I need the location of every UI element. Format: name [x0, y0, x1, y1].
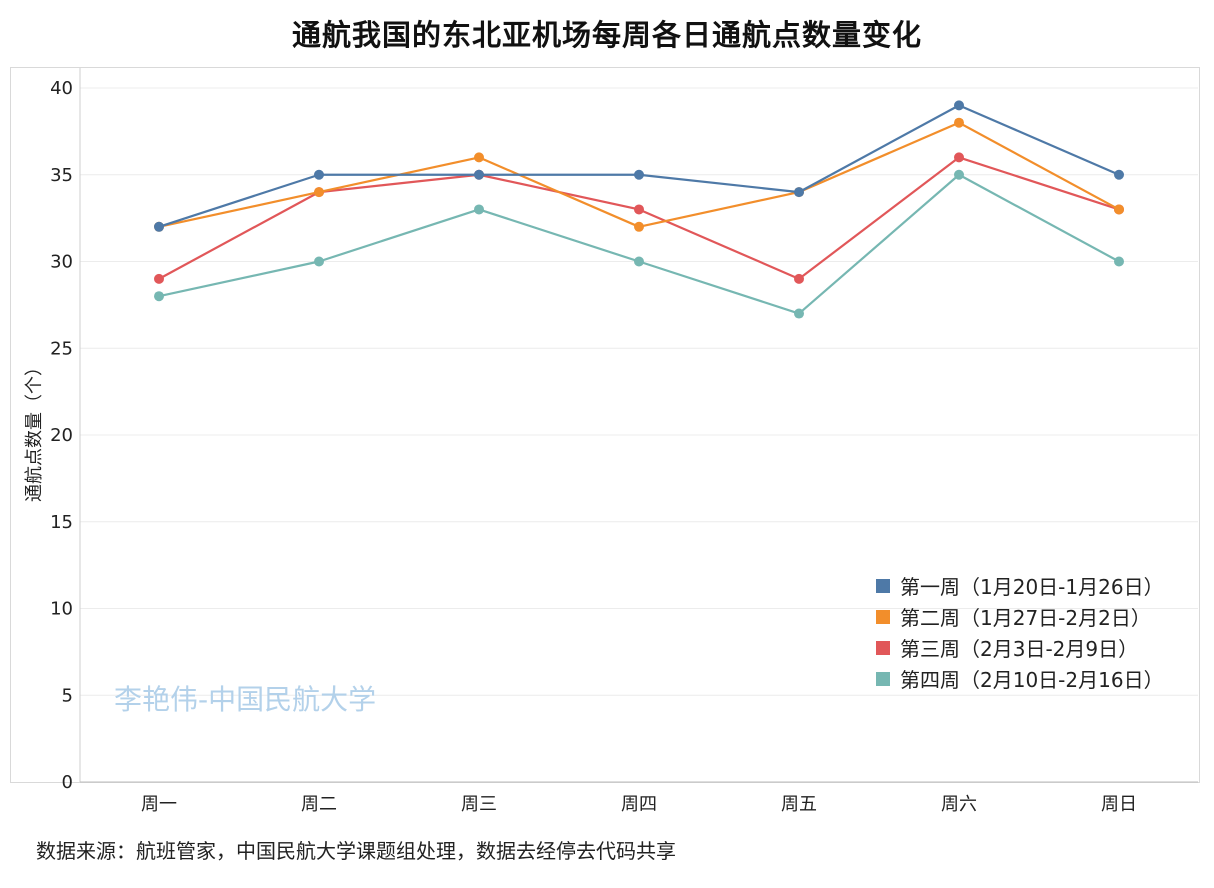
x-tick-label: 周六 [941, 794, 977, 815]
data-point-week2 [634, 221, 644, 232]
legend-item-week3: 第三周（2月3日-2月9日） [876, 632, 1164, 663]
y-tick-label: 0 [62, 772, 73, 793]
legend-label-week4: 第四周（2月10日-2月16日） [900, 668, 1164, 692]
x-tick-label: 周五 [781, 794, 817, 815]
y-tick-label: 35 [50, 165, 73, 186]
x-axis-ticks: 周一 周二 周三 周四 周五 周六 周日 [141, 794, 1137, 815]
legend-item-week1: 第一周（1月20日-1月26日） [876, 570, 1164, 601]
data-point-week1 [634, 169, 644, 180]
y-tick-label: 30 [50, 252, 73, 273]
y-tick-label: 40 [50, 78, 73, 99]
data-point-week3 [154, 273, 164, 284]
data-point-week1 [154, 221, 164, 232]
legend-label-week2: 第二周（1月27日-2月2日） [900, 606, 1151, 630]
chart-title: 通航我国的东北亚机场每周各日通航点数量变化 [291, 18, 922, 52]
x-tick-label: 周日 [1101, 794, 1137, 815]
x-tick-label: 周二 [301, 794, 337, 815]
x-tick-label: 周一 [141, 794, 177, 815]
data-point-week4 [1114, 256, 1124, 267]
series-week4 [154, 169, 1124, 319]
legend-label-week1: 第一周（1月20日-1月26日） [900, 575, 1164, 599]
data-point-week1 [794, 187, 804, 198]
x-tick-label: 周四 [621, 794, 657, 815]
source-note: 数据来源：航班管家，中国民航大学课题组处理，数据去经停去代码共享 [36, 839, 676, 863]
data-point-week2 [954, 117, 964, 128]
watermark-text: 李艳伟-中国民航大学 [114, 683, 377, 716]
x-tick-label: 周三 [461, 794, 497, 815]
series-lines [154, 100, 1124, 319]
series-week1 [154, 100, 1124, 232]
legend-swatch-week4 [876, 671, 890, 686]
data-point-week4 [954, 169, 964, 180]
data-point-week4 [474, 204, 484, 215]
y-tick-label: 25 [50, 338, 73, 359]
data-point-week4 [154, 291, 164, 302]
data-point-week1 [314, 169, 324, 180]
legend-label-week3: 第三周（2月3日-2月9日） [900, 637, 1139, 661]
y-tick-label: 15 [50, 512, 73, 533]
data-point-week2 [314, 187, 324, 198]
data-point-week2 [1114, 204, 1124, 215]
y-tick-label: 20 [50, 425, 73, 446]
y-tick-label: 10 [50, 599, 73, 620]
data-point-week2 [474, 152, 484, 163]
data-point-week1 [1114, 169, 1124, 180]
data-point-week3 [794, 273, 804, 284]
data-point-week3 [634, 204, 644, 215]
y-tick-label: 5 [62, 685, 73, 706]
data-point-week1 [954, 100, 964, 111]
legend-swatch-week2 [876, 609, 890, 624]
data-point-week4 [314, 256, 324, 267]
data-point-week4 [794, 308, 804, 319]
legend-swatch-week3 [876, 640, 890, 655]
legend-swatch-week1 [876, 578, 890, 593]
y-axis-ticks: 0 5 10 15 20 25 30 35 40 [50, 78, 73, 793]
legend: 第一周（1月20日-1月26日） 第二周（1月27日-2月2日） 第三周（2月3… [876, 570, 1164, 694]
legend-item-week4: 第四周（2月10日-2月16日） [876, 663, 1164, 694]
data-point-week1 [474, 169, 484, 180]
y-axis-label: 通航点数量（个） [24, 358, 45, 502]
data-point-week3 [954, 152, 964, 163]
data-point-week4 [634, 256, 644, 267]
legend-item-week2: 第二周（1月27日-2月2日） [876, 601, 1164, 632]
